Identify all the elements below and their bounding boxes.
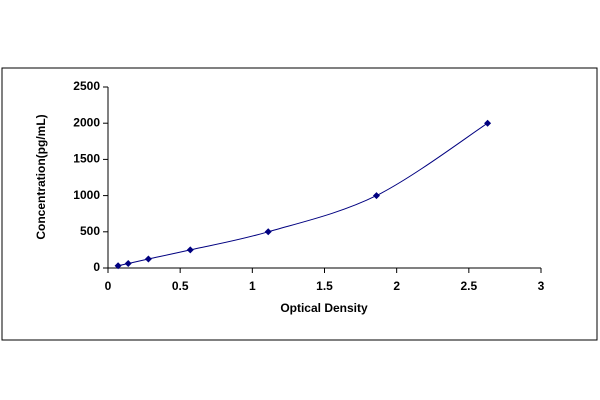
x-tick-label: 3 xyxy=(538,279,545,293)
y-tick-label: 0 xyxy=(93,260,100,274)
y-tick-label: 1000 xyxy=(73,188,100,202)
x-tick-label: 1.5 xyxy=(316,279,333,293)
point xyxy=(124,260,132,268)
x-tick-label: 2.5 xyxy=(460,279,477,293)
y-axis-label: Concentration(pg/mL) xyxy=(34,114,48,239)
chart-border xyxy=(1,67,598,341)
y-tick-label: 2000 xyxy=(73,115,100,129)
x-axis-label: Optical Density xyxy=(280,301,368,315)
y-tick-label: 500 xyxy=(80,224,100,238)
point xyxy=(264,228,272,236)
point xyxy=(484,119,492,127)
point xyxy=(144,255,152,263)
y-tick-label: 2500 xyxy=(73,79,100,93)
point xyxy=(186,246,194,254)
x-tick-label: 0 xyxy=(105,279,112,293)
x-tick-label: 2 xyxy=(393,279,400,293)
x-tick-label: 0.5 xyxy=(172,279,189,293)
y-tick-label: 1500 xyxy=(73,152,100,166)
curve xyxy=(117,122,488,267)
x-tick-label: 1 xyxy=(249,279,256,293)
point xyxy=(372,192,380,200)
point xyxy=(114,262,122,270)
